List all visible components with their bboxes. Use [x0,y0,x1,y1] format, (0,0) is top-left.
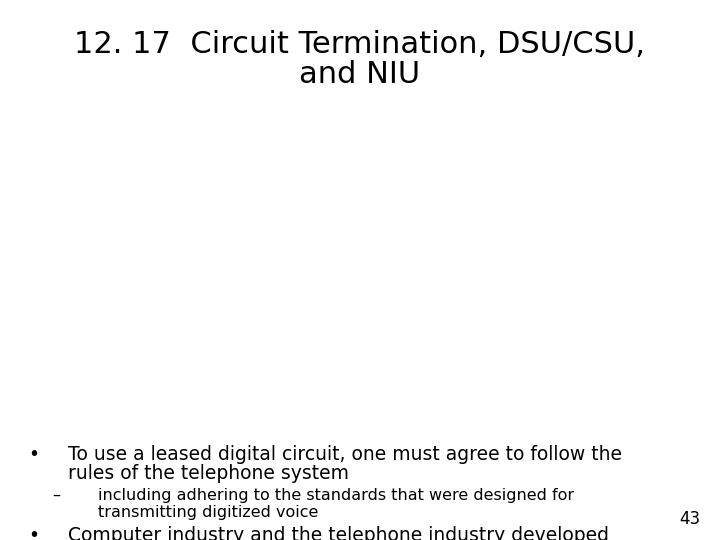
Text: •: • [28,445,39,464]
Text: and NIU: and NIU [300,60,420,89]
Text: 12. 17  Circuit Termination, DSU/CSU,: 12. 17 Circuit Termination, DSU/CSU, [74,30,646,59]
Text: 43: 43 [679,510,700,528]
Text: including adhering to the standards that were designed for: including adhering to the standards that… [98,488,574,503]
Text: transmitting digitized voice: transmitting digitized voice [98,505,318,520]
Text: To use a leased digital circuit, one must agree to follow the: To use a leased digital circuit, one mus… [68,445,622,464]
Text: •: • [28,526,39,540]
Text: Computer industry and the telephone industry developed: Computer industry and the telephone indu… [68,526,609,540]
Text: rules of the telephone system: rules of the telephone system [68,464,349,483]
Text: –: – [52,488,60,503]
